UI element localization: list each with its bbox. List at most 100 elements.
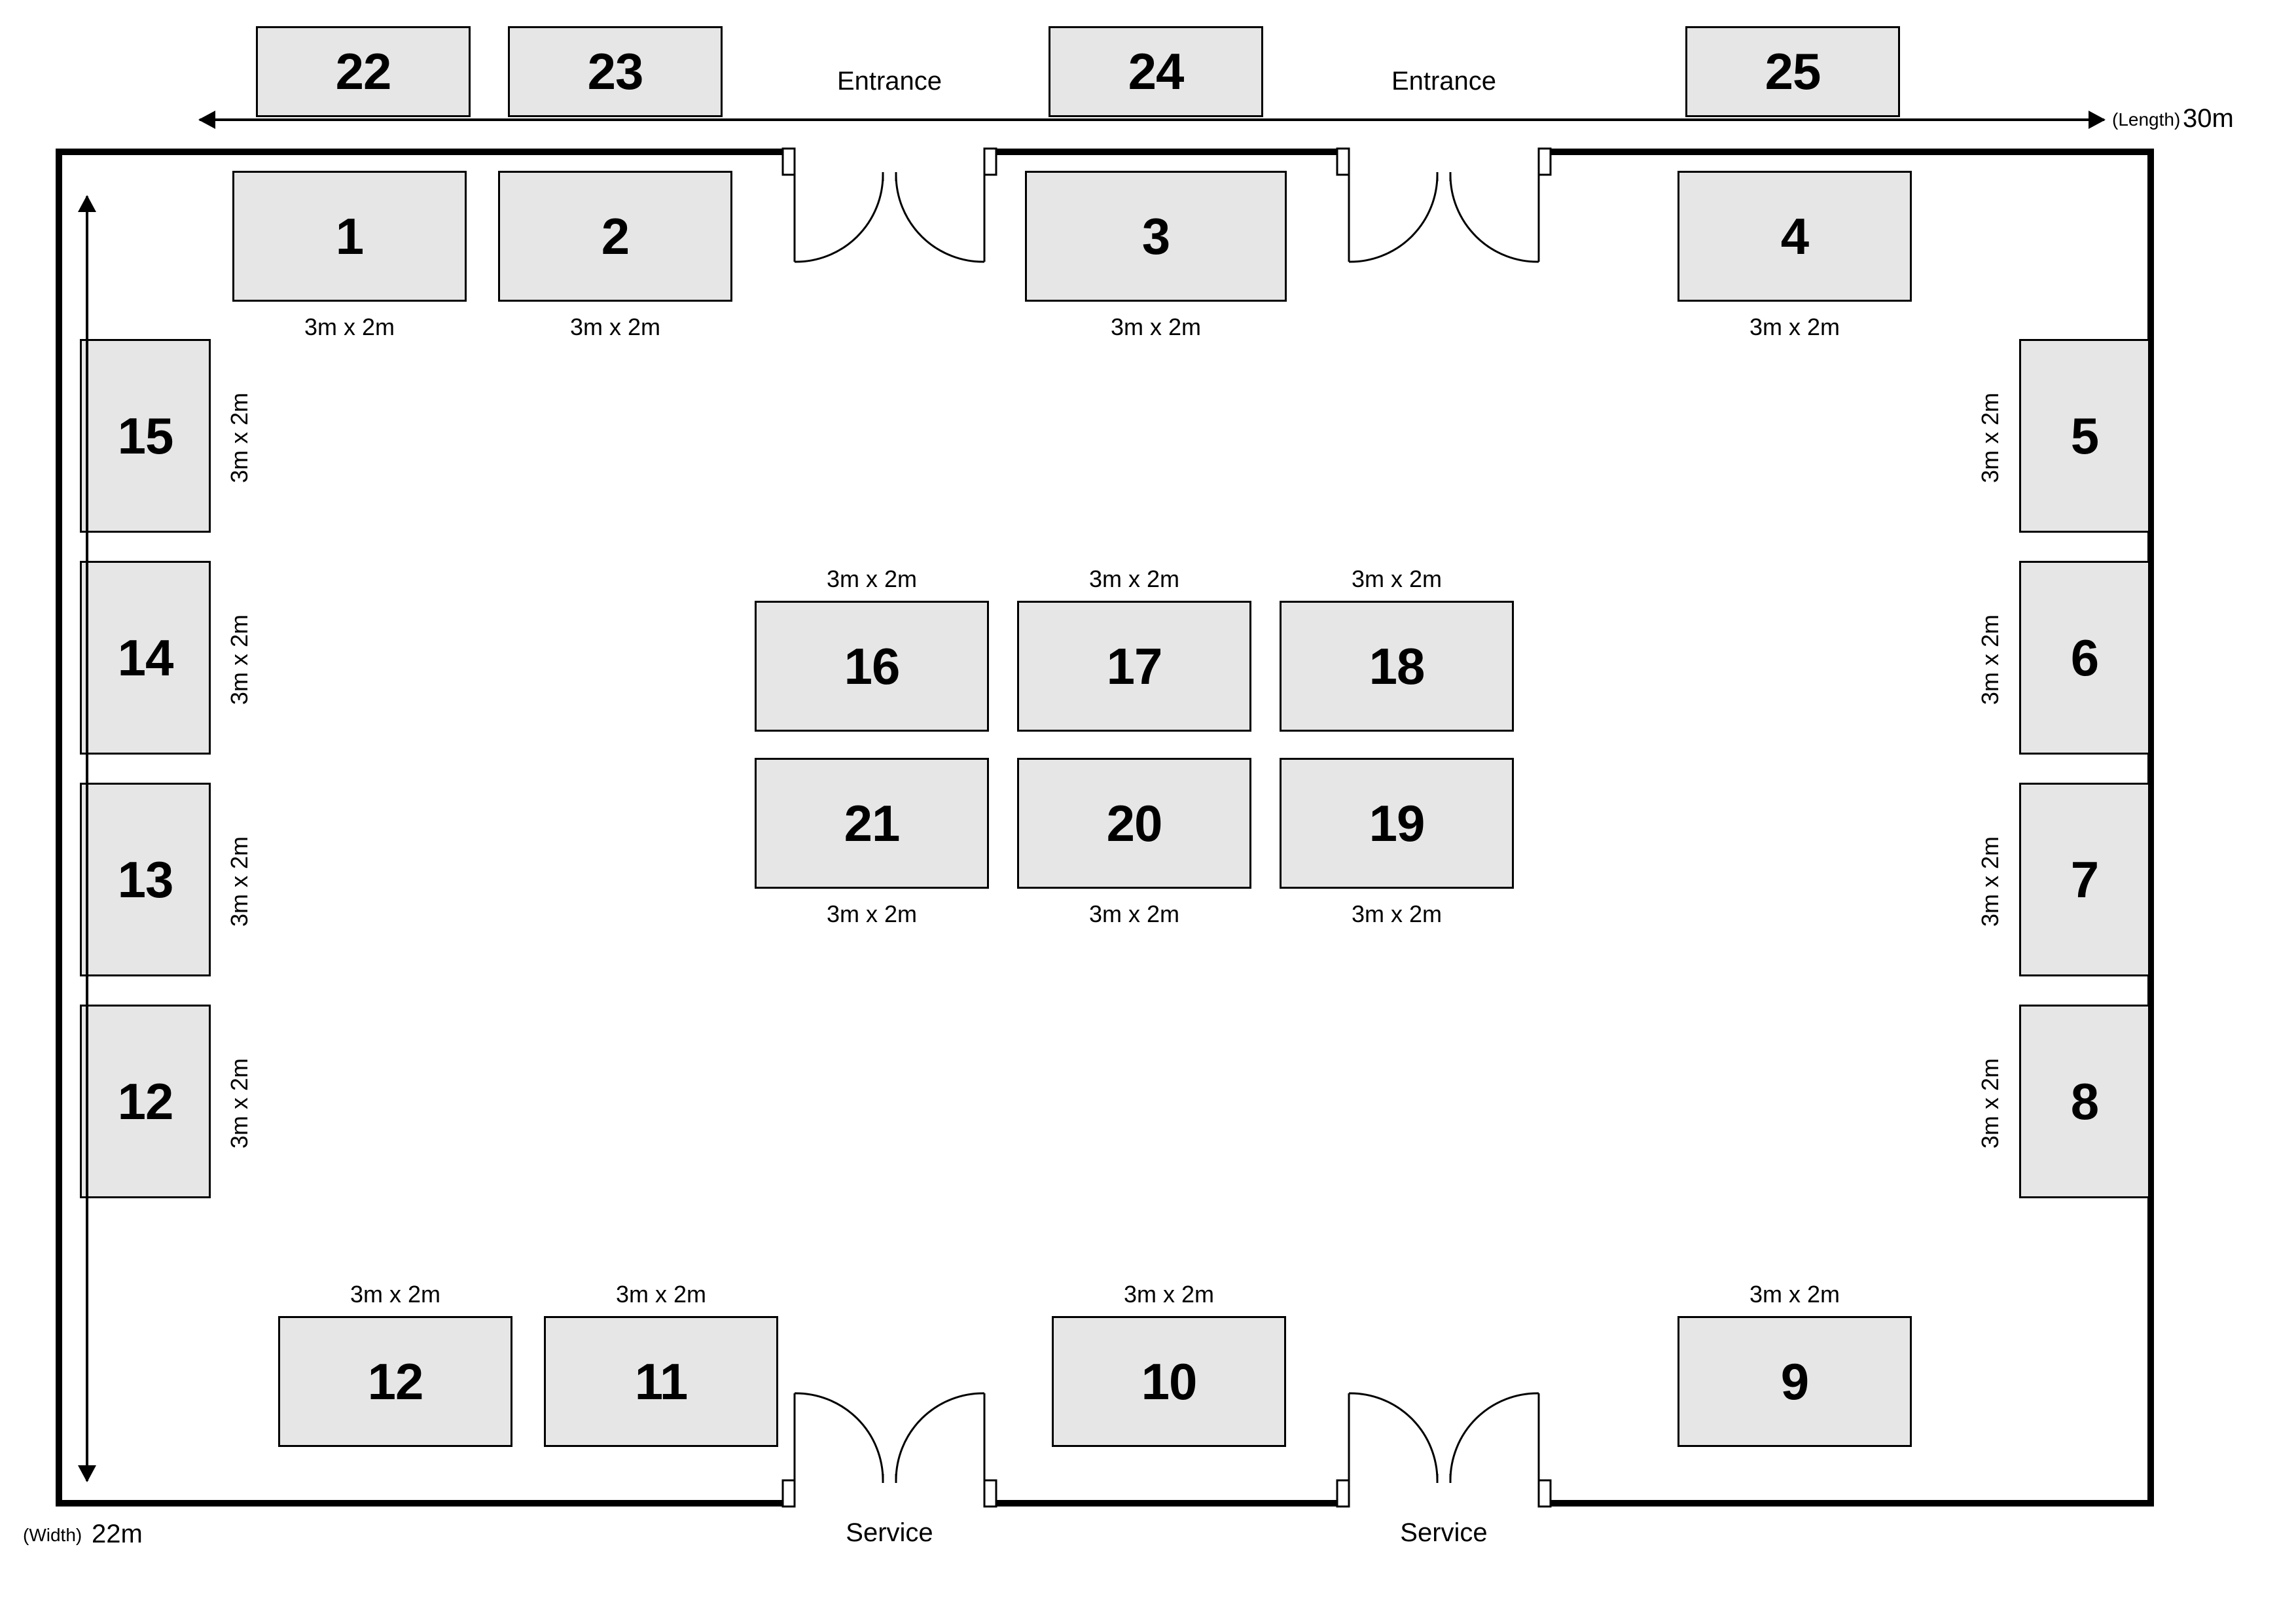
booth-12: 12: [80, 1005, 211, 1198]
booth-dim: 3m x 2m: [1977, 607, 2004, 712]
door-icon: [783, 149, 996, 268]
booth-dim: 3m x 2m: [1017, 565, 1251, 593]
booth-dim: 3m x 2m: [226, 1051, 253, 1156]
booth-11: 11: [544, 1316, 778, 1447]
arrow-head-right: [2089, 111, 2106, 129]
booth-dim: 3m x 2m: [544, 1281, 778, 1308]
booth-dim: 3m x 2m: [1677, 313, 1912, 341]
booth-number: 3: [1142, 207, 1170, 266]
booth-10: 10: [1052, 1316, 1286, 1447]
booth-dim: 3m x 2m: [226, 385, 253, 490]
arrow-head-left: [198, 111, 215, 129]
booth-number: 21: [844, 794, 900, 853]
entrance-label: Entrance: [783, 67, 996, 96]
hall-wall-top: [996, 149, 1337, 155]
booth-dim: 3m x 2m: [1025, 313, 1287, 341]
booth-number: 18: [1369, 637, 1425, 696]
hall-wall-bottom: [996, 1500, 1337, 1507]
service-label: Service: [783, 1518, 996, 1548]
booth-dim: 3m x 2m: [1017, 901, 1251, 928]
booth-dim: 3m x 2m: [755, 901, 989, 928]
booth-dim: 3m x 2m: [1677, 1281, 1912, 1308]
booth-dim: 3m x 2m: [1977, 829, 2004, 934]
hall-wall-left: [56, 149, 62, 1507]
floor-plan-stage: EntranceEntranceServiceService2223242513…: [0, 0, 2296, 1623]
booth-number: 14: [118, 628, 173, 688]
booth-number: 12: [118, 1072, 173, 1132]
booth-number: 15: [118, 406, 173, 466]
booth-dim: 3m x 2m: [226, 607, 253, 712]
booth-number: 22: [336, 42, 391, 101]
booth-2: 2: [498, 171, 732, 302]
booth-22: 22: [256, 26, 471, 117]
booth-number: 24: [1128, 42, 1184, 101]
booth-21: 21: [755, 758, 989, 889]
booth-number: 9: [1781, 1352, 1808, 1412]
entrance-label: Entrance: [1337, 67, 1551, 96]
booth-number: 7: [2071, 850, 2098, 910]
booth-8: 8: [2019, 1005, 2150, 1198]
booth-23: 23: [508, 26, 723, 117]
service-label: Service: [1337, 1518, 1551, 1548]
booth-dim: 3m x 2m: [1977, 385, 2004, 490]
booth-3: 3: [1025, 171, 1287, 302]
booth-number: 5: [2071, 406, 2098, 466]
booth-number: 23: [588, 42, 643, 101]
booth-18: 18: [1280, 601, 1514, 732]
booth-number: 20: [1107, 794, 1162, 853]
booth-9: 9: [1677, 1316, 1912, 1447]
door-icon: [1337, 1387, 1551, 1507]
booth-number: 8: [2071, 1072, 2098, 1132]
booth-5: 5: [2019, 339, 2150, 533]
booth-dim: 3m x 2m: [1052, 1281, 1286, 1308]
booth-number: 16: [844, 637, 900, 696]
booth-20: 20: [1017, 758, 1251, 889]
width-label-value: 22m: [92, 1520, 143, 1549]
booth-dim: 3m x 2m: [278, 1281, 512, 1308]
booth-number: 10: [1141, 1352, 1197, 1412]
booth-dim: 3m x 2m: [755, 565, 989, 593]
arrow-head-down: [78, 1465, 96, 1482]
booth-4: 4: [1677, 171, 1912, 302]
width-arrow: [86, 196, 88, 1481]
booth-number: 12: [368, 1352, 423, 1412]
booth-number: 11: [635, 1352, 687, 1412]
booth-dim: 3m x 2m: [498, 313, 732, 341]
booth-17: 17: [1017, 601, 1251, 732]
hall-wall-top: [56, 149, 783, 155]
booth-dim: 3m x 2m: [1280, 901, 1514, 928]
booth-7: 7: [2019, 783, 2150, 976]
length-arrow: [200, 118, 2104, 121]
hall-wall-bottom: [1551, 1500, 2154, 1507]
booth-15: 15: [80, 339, 211, 533]
booth-16: 16: [755, 601, 989, 732]
booth-number: 4: [1781, 207, 1808, 266]
booth-number: 1: [336, 207, 363, 266]
booth-number: 19: [1369, 794, 1425, 853]
booth-dim: 3m x 2m: [226, 829, 253, 934]
booth-dim: 3m x 2m: [1977, 1051, 2004, 1156]
hall-wall-bottom: [56, 1500, 783, 1507]
length-label-value: 30m: [2183, 104, 2234, 134]
booth-1: 1: [232, 171, 467, 302]
booth-6: 6: [2019, 561, 2150, 755]
door-icon: [1337, 149, 1551, 268]
booth-number: 17: [1107, 637, 1162, 696]
booth-dim: 3m x 2m: [1280, 565, 1514, 593]
booth-12b: 12: [278, 1316, 512, 1447]
booth-24: 24: [1049, 26, 1263, 117]
booth-25: 25: [1685, 26, 1900, 117]
booth-14: 14: [80, 561, 211, 755]
arrow-head-up: [78, 195, 96, 212]
booth-number: 6: [2071, 628, 2098, 688]
booth-dim: 3m x 2m: [232, 313, 467, 341]
length-label-small: (Length): [2112, 109, 2180, 130]
door-icon: [783, 1387, 996, 1507]
booth-number: 25: [1765, 42, 1821, 101]
booth-13: 13: [80, 783, 211, 976]
hall-wall-top: [1551, 149, 2154, 155]
booth-19: 19: [1280, 758, 1514, 889]
width-label-small: (Width): [23, 1525, 82, 1546]
booth-number: 13: [118, 850, 173, 910]
booth-number: 2: [601, 207, 629, 266]
